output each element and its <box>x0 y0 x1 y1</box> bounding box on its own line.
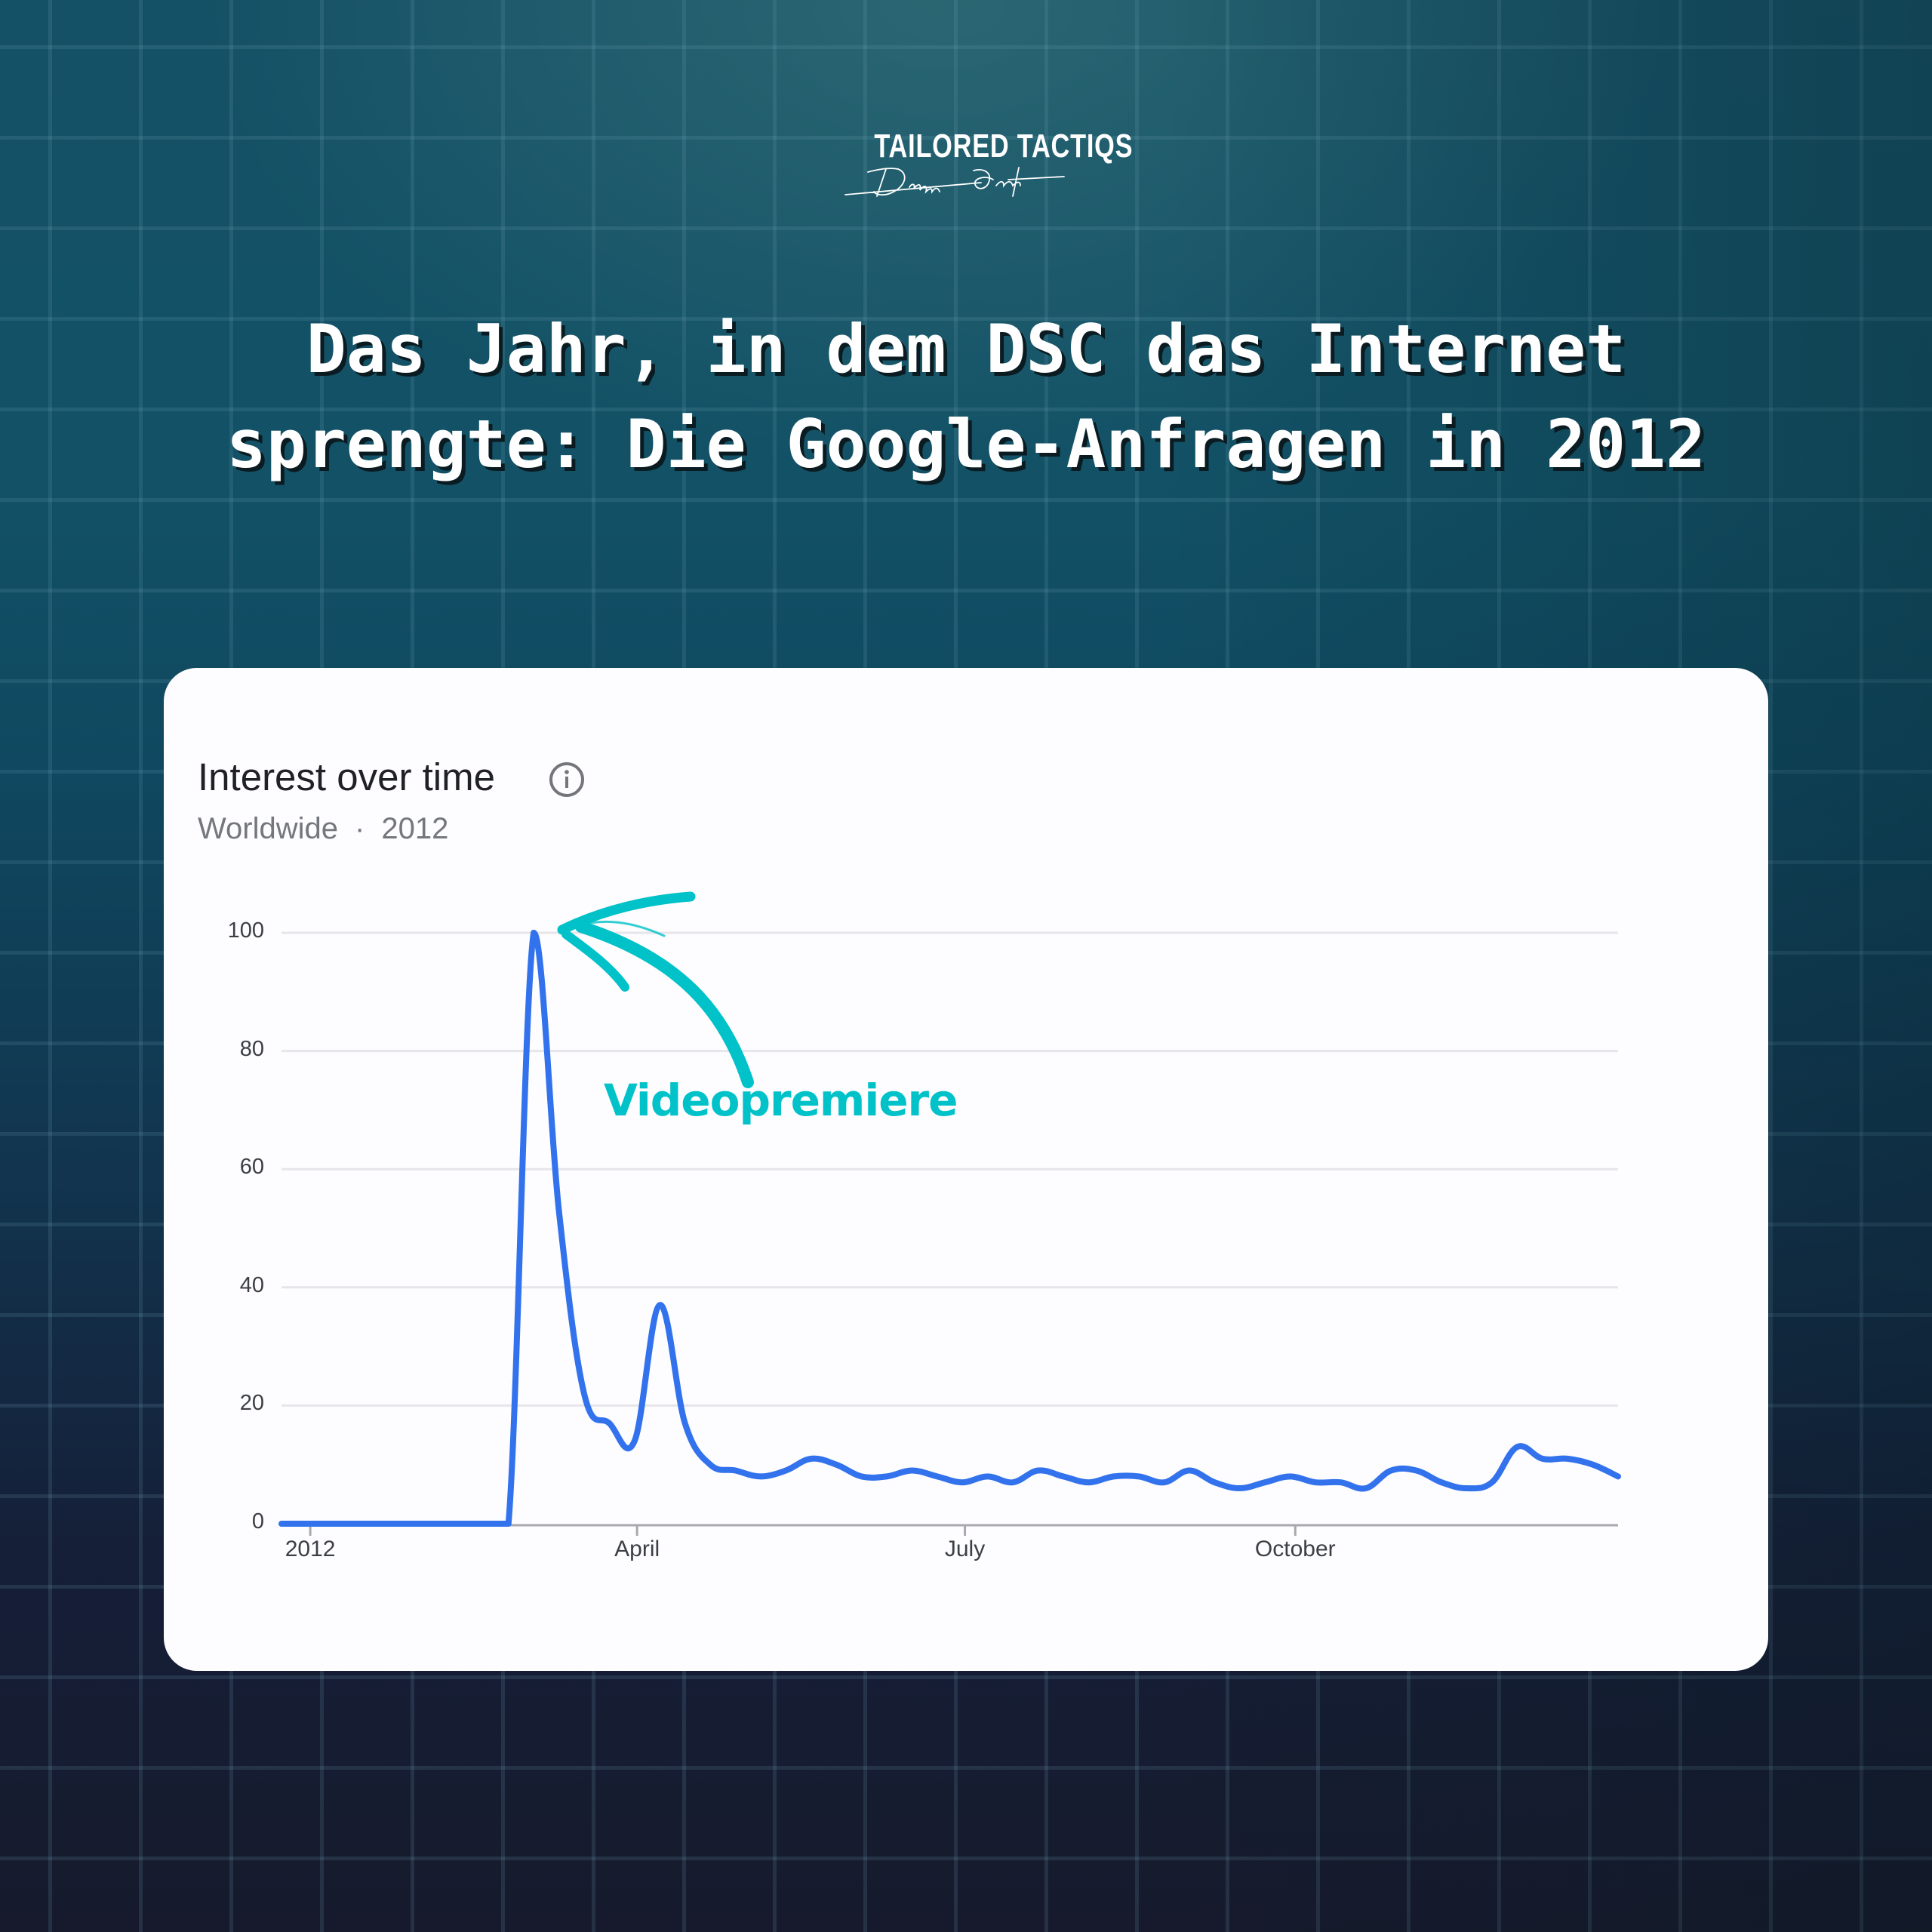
chart-gridlines <box>281 931 1618 1407</box>
interest-series-line <box>278 929 1621 1527</box>
headline-line-2: sprengte: Die Google-Anfragen in 2012 <box>226 405 1706 483</box>
y-tick-label: 40 <box>239 1272 264 1297</box>
x-tick-label: April <box>614 1537 660 1561</box>
x-tick-label: 2012 <box>285 1537 336 1561</box>
headline: Das Jahr, in dem DSC das Internet spreng… <box>0 302 1932 492</box>
y-tick-label: 80 <box>239 1036 264 1061</box>
y-tick-label: 0 <box>251 1509 264 1534</box>
y-tick-label: 60 <box>239 1155 264 1180</box>
chart-subtitle: Worldwide · 2012 <box>198 812 448 846</box>
info-circle-icon[interactable] <box>548 761 586 798</box>
headline-line-1: Das Jahr, in dem DSC das Internet <box>306 310 1626 388</box>
x-tick-label: October <box>1254 1537 1336 1561</box>
brand-wordmark: TAILORED TACTIQS <box>874 128 1134 165</box>
y-tick-label: 100 <box>227 918 264 943</box>
signature-icon <box>844 167 1065 197</box>
chart-title: Interest over time <box>198 755 495 798</box>
region-label: Worldwide <box>198 812 338 845</box>
y-tick-label: 20 <box>239 1391 264 1416</box>
videopremiere-annotation: Videopremiere <box>604 1075 958 1126</box>
hand-drawn-arrow-icon <box>557 891 754 1088</box>
x-axis <box>281 1524 1618 1536</box>
period-label: 2012 <box>381 812 449 845</box>
separator: · <box>355 812 365 845</box>
x-tick-label: July <box>944 1537 986 1561</box>
brand-logo: TAILORED TACTIQS <box>838 130 1133 198</box>
